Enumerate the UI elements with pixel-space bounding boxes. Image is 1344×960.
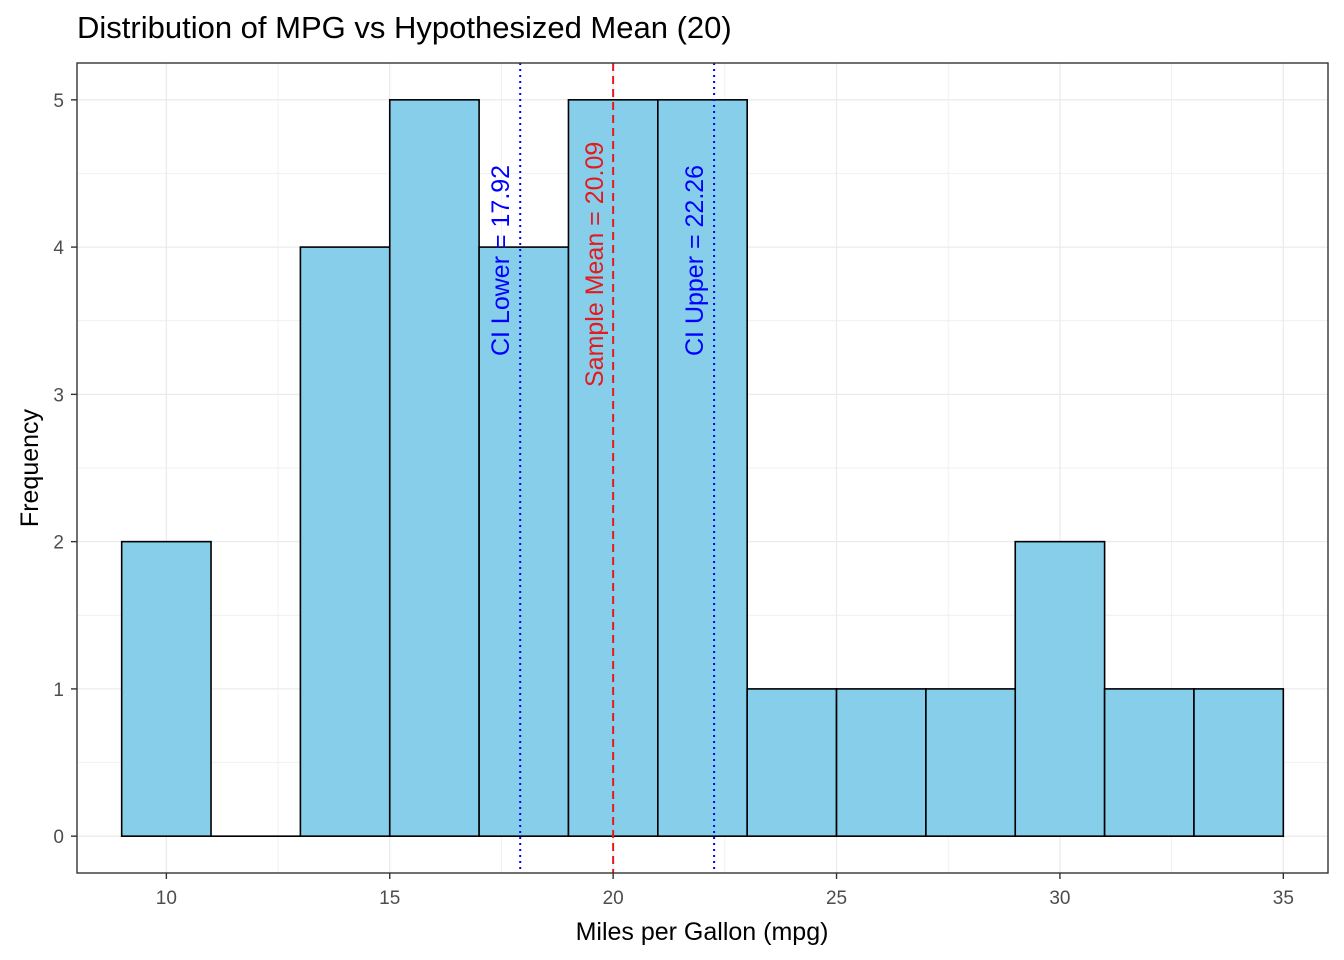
reference-line-label: CI Lower = 17.92 xyxy=(487,165,515,356)
y-axis: 0 1 2 3 4 5 xyxy=(53,91,77,848)
x-tick-label: 15 xyxy=(379,888,400,909)
x-tick-label: 30 xyxy=(1049,888,1070,909)
y-axis-label: Frequency xyxy=(16,408,44,527)
y-tick-label: 5 xyxy=(53,91,64,112)
histogram-bar xyxy=(1193,688,1285,837)
reference-line-label: CI Upper = 22.26 xyxy=(681,165,709,356)
histogram-bar xyxy=(1014,540,1106,837)
x-tick-label: 35 xyxy=(1273,888,1294,909)
histogram-bar xyxy=(657,99,748,837)
histogram-bar xyxy=(478,246,570,837)
y-tick-label: 0 xyxy=(53,827,64,848)
histogram-bar xyxy=(120,540,212,837)
x-tick-label: 10 xyxy=(156,888,177,909)
x-axis: 10 15 20 25 30 35 xyxy=(156,873,1294,909)
histogram-bar xyxy=(388,99,480,837)
reference-lines xyxy=(519,63,716,873)
histogram-bar xyxy=(925,688,1017,837)
histogram-bar xyxy=(835,688,927,837)
chart-title: Distribution of MPG vs Hypothesized Mean… xyxy=(77,10,732,45)
sample-mean-label: Sample Mean = 20.09 xyxy=(581,142,609,387)
y-tick-label: 3 xyxy=(53,385,64,406)
reference-labels: CI Lower = 17.92 CI Upper = 22.26 Sample M… xyxy=(487,142,709,387)
x-tick-label: 20 xyxy=(603,888,624,909)
y-tick-label: 4 xyxy=(53,238,64,259)
histogram-bar xyxy=(1103,688,1195,837)
y-tick-label: 2 xyxy=(53,533,64,554)
x-axis-label: Miles per Gallon (mpg) xyxy=(576,918,829,946)
histogram-bar xyxy=(746,688,838,837)
histogram-bar xyxy=(299,246,391,837)
x-tick-label: 25 xyxy=(826,888,847,909)
panel-border xyxy=(76,62,1329,874)
y-tick-label: 1 xyxy=(53,680,64,701)
